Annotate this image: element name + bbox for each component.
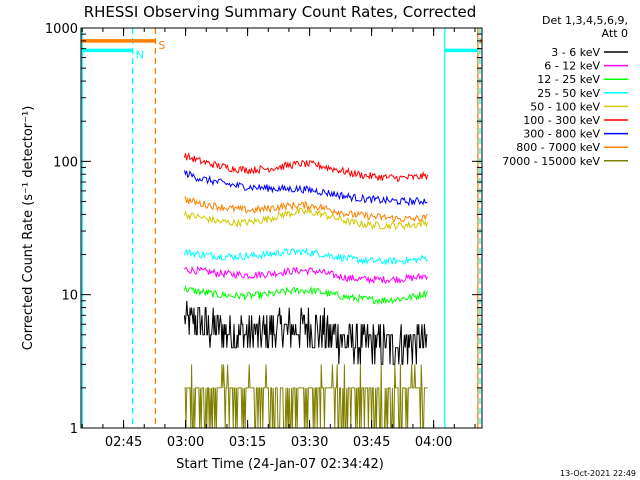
vertical-markers xyxy=(81,28,481,428)
series-line-1 xyxy=(183,300,428,365)
series-line-4 xyxy=(183,247,428,266)
series-lines xyxy=(183,152,428,429)
legend-label-8: 800 - 7000 keV xyxy=(516,141,600,154)
flag-n-label: N xyxy=(136,48,144,61)
plot-frame xyxy=(80,27,483,429)
legend-label-6: 100 - 300 keV xyxy=(523,114,600,127)
x-tick-label-4: 03:30 xyxy=(291,435,328,450)
y-axis-ticks: 1 10 100 1000 xyxy=(45,22,482,437)
flag-bars: SN xyxy=(81,39,482,61)
series-line-6 xyxy=(183,152,428,183)
y-tick-label-4: 1000 xyxy=(45,22,78,37)
legend-label-1: 3 - 6 keV xyxy=(551,46,600,59)
y-tick-label-1: 1 xyxy=(70,422,78,437)
x-tick-label-6: 04:00 xyxy=(415,435,452,450)
legend-label-9: 7000 - 15000 keV xyxy=(502,155,600,168)
series-line-5 xyxy=(183,207,428,231)
footer-timestamp: 13-Oct-2021 22:49 xyxy=(560,469,636,478)
series-line-3 xyxy=(183,284,428,306)
y-tick-label-3: 100 xyxy=(53,155,78,170)
flag-s-label: S xyxy=(158,39,165,52)
chart-title: RHESSI Observing Summary Count Rates, Co… xyxy=(84,3,477,21)
series-line-2 xyxy=(184,265,428,285)
x-tick-label-1: 02:45 xyxy=(105,435,142,450)
x-tick-label-3: 03:15 xyxy=(229,435,266,450)
y-tick-label-2: 10 xyxy=(61,289,78,304)
legend-label-3: 12 - 25 keV xyxy=(537,73,600,86)
x-tick-label-5: 03:45 xyxy=(353,435,390,450)
legend-label-4: 25 - 50 keV xyxy=(537,87,600,100)
y-axis-label: Corrected Count Rate (s⁻¹ detector⁻¹) xyxy=(21,106,36,351)
legend-label-7: 300 - 800 keV xyxy=(523,128,600,141)
legend-header-line-1: Det 1,3,4,5,6,9, xyxy=(542,14,628,27)
x-tick-label-2: 03:00 xyxy=(167,435,204,450)
legend-label-2: 6 - 12 keV xyxy=(544,60,600,73)
legend-header-line-2: Att 0 xyxy=(602,27,628,40)
series-line-7 xyxy=(183,170,428,207)
x-axis-ticks: 02:45 03:00 03:15 03:30 03:45 04:00 xyxy=(81,28,476,450)
legend-label-5: 50 - 100 keV xyxy=(530,100,600,113)
x-axis-label: Start Time (24-Jan-07 02:34:42) xyxy=(176,457,384,472)
series-line-8 xyxy=(184,196,428,223)
